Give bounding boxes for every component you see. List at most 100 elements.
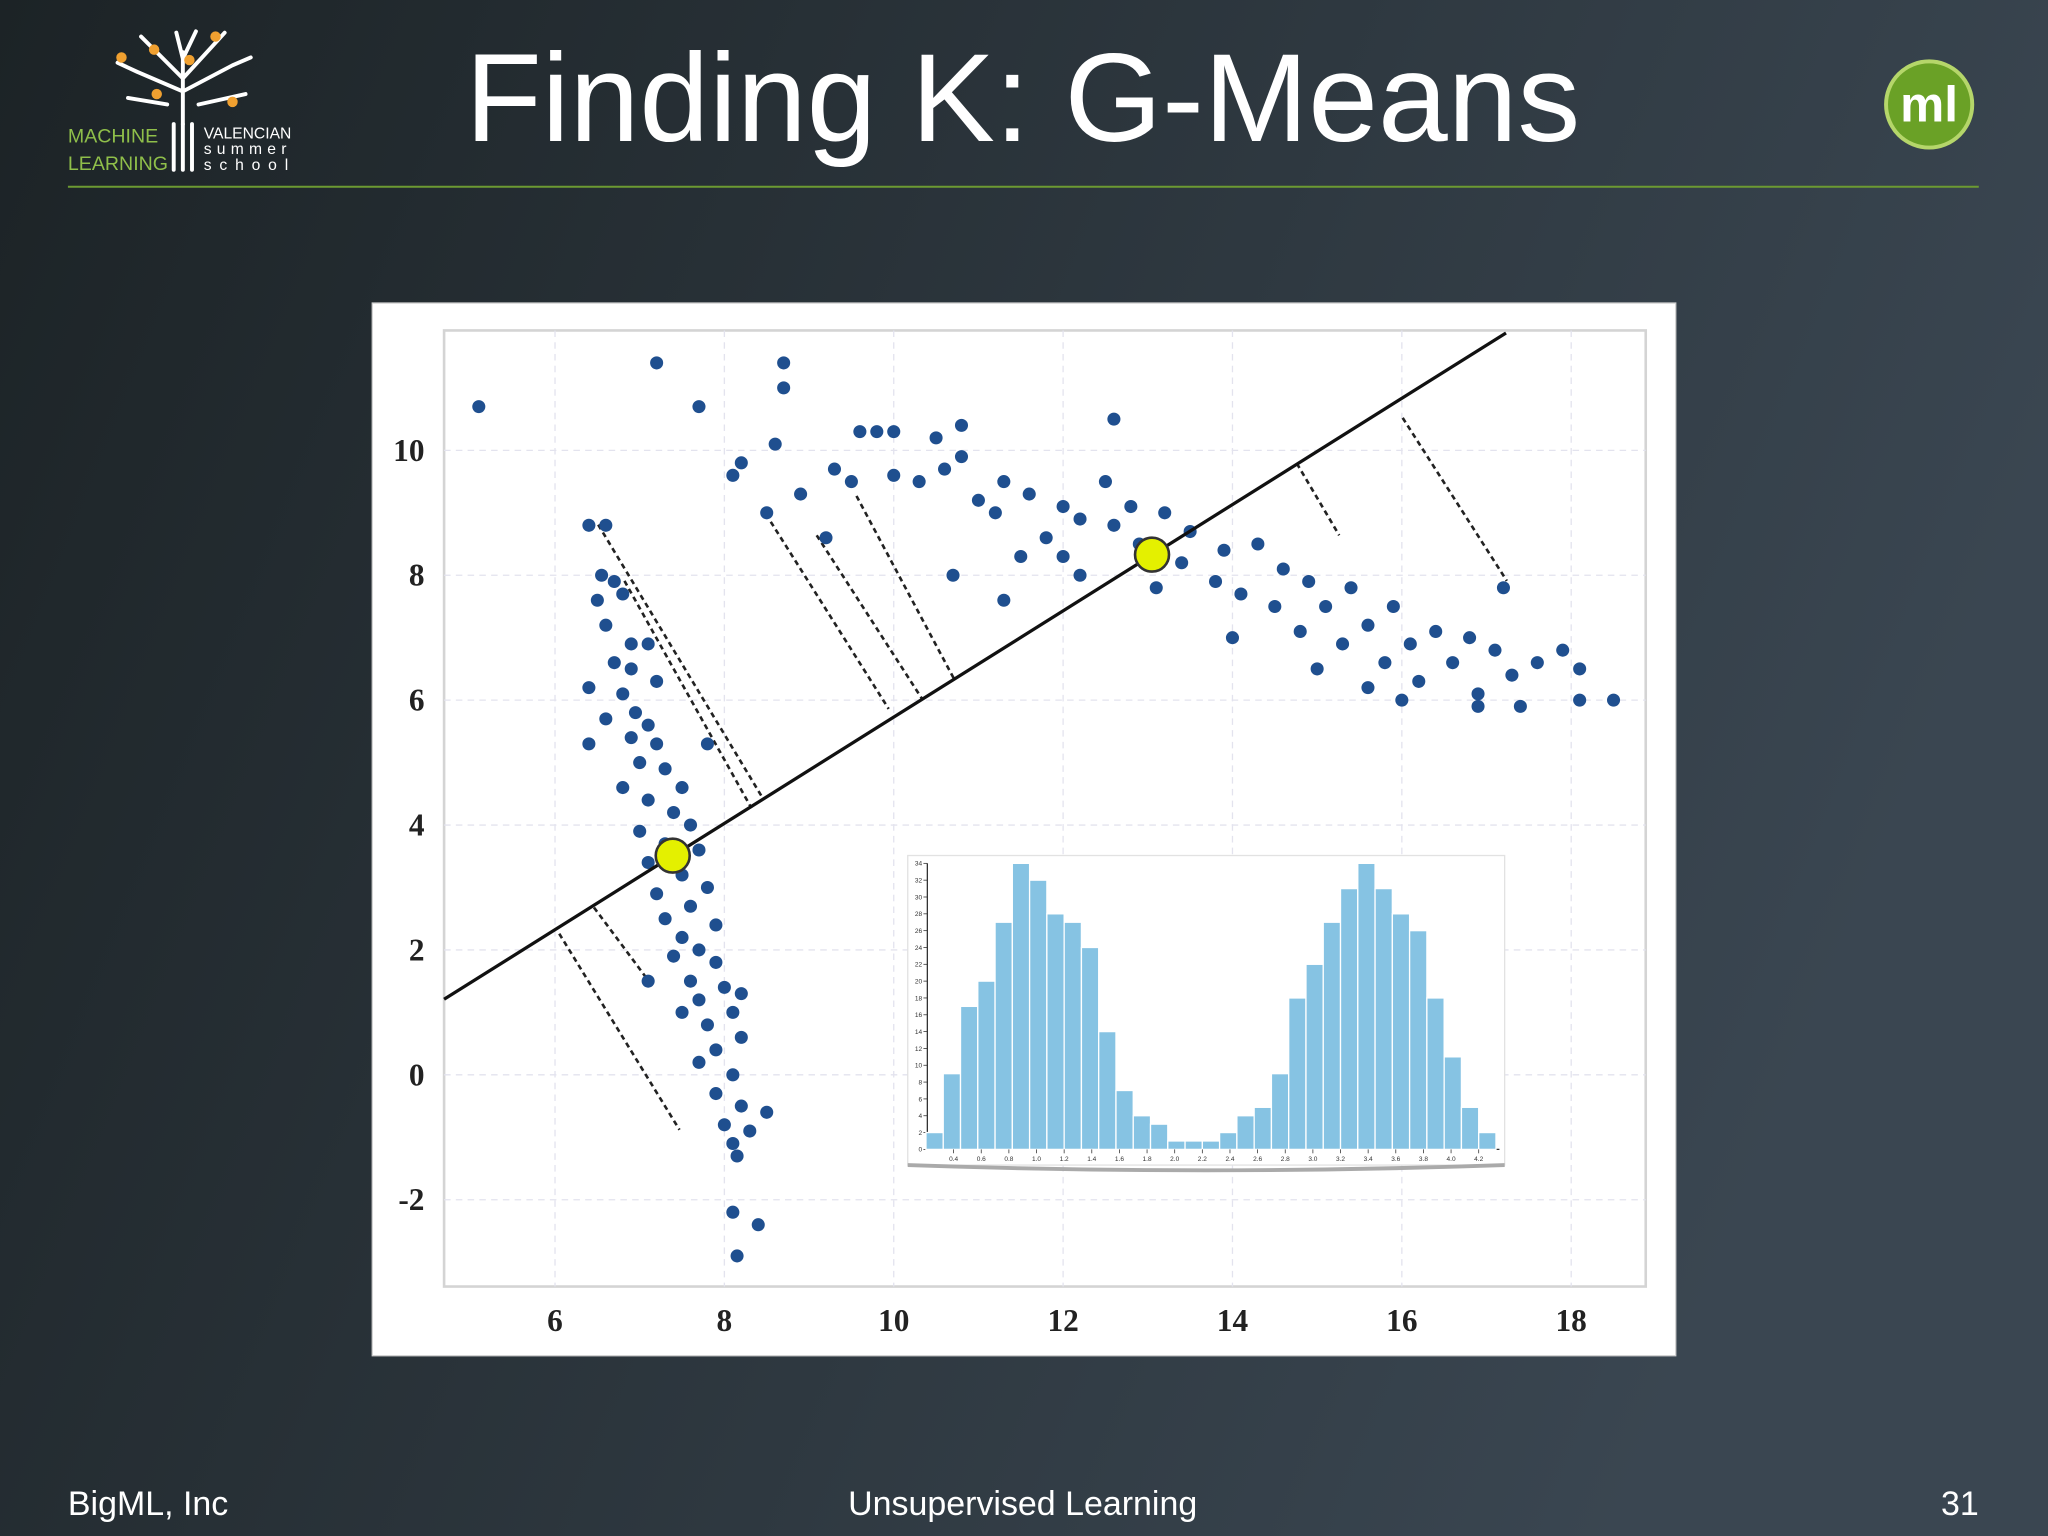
data-point: [734, 1099, 748, 1113]
histogram-bar: [1357, 862, 1376, 1151]
x-tick-label: 4.0: [1447, 1156, 1456, 1163]
y-tick-label: 4: [409, 807, 425, 842]
data-point: [599, 518, 613, 532]
data-point: [1107, 412, 1121, 426]
data-point: [988, 506, 1002, 520]
data-point: [954, 450, 969, 464]
projection-line: [855, 495, 956, 681]
data-point: [1293, 624, 1307, 638]
data-point: [1556, 643, 1570, 657]
data-point: [827, 462, 841, 476]
data-point: [633, 756, 647, 770]
histogram-bar: [977, 980, 996, 1151]
data-point: [1014, 549, 1028, 564]
histogram-bar: [1063, 921, 1083, 1151]
data-point: [675, 781, 689, 795]
data-point: [1319, 599, 1333, 614]
data-point: [616, 587, 630, 601]
data-point: [1429, 624, 1443, 638]
data-point: [1217, 543, 1231, 557]
data-point: [607, 574, 621, 589]
data-point: [1378, 656, 1392, 670]
data-point: [692, 843, 706, 857]
x-tick-label: 10: [878, 1303, 909, 1338]
data-point: [1268, 599, 1282, 614]
data-point: [1488, 643, 1502, 657]
data-point: [1361, 681, 1375, 695]
data-point: [1344, 581, 1358, 595]
data-point: [683, 899, 698, 913]
x-tick-label: 12: [1047, 1303, 1078, 1338]
y-tick-label: 26: [915, 928, 923, 935]
data-point: [607, 656, 621, 670]
data-point: [743, 1124, 757, 1138]
data-point: [650, 887, 664, 901]
data-point: [1225, 631, 1239, 645]
data-point: [692, 943, 706, 957]
y-tick-label: 22: [915, 962, 923, 969]
data-point: [628, 706, 642, 720]
data-point: [1361, 618, 1375, 632]
slide-title: Finding K: G-Means: [465, 27, 1580, 168]
y-tick-label: 16: [915, 1012, 923, 1019]
histogram-bar: [925, 1131, 944, 1151]
data-point: [692, 400, 706, 414]
data-point: [1471, 699, 1485, 713]
y-tick-label: 14: [915, 1029, 923, 1036]
data-point: [692, 993, 706, 1007]
y-tick-label: 12: [915, 1046, 923, 1053]
data-point: [1530, 656, 1544, 670]
data-point: [683, 974, 698, 988]
data-point: [734, 987, 748, 1001]
data-point: [624, 637, 638, 651]
data-point: [1395, 693, 1409, 707]
x-tick-label: 14: [1217, 1303, 1249, 1338]
data-point: [853, 425, 867, 439]
data-point: [700, 737, 714, 751]
histogram-bar: [1288, 997, 1307, 1151]
x-tick-label: 1.0: [1032, 1156, 1041, 1163]
x-tick-label: 3.2: [1336, 1156, 1345, 1163]
histogram-bar: [959, 1005, 979, 1151]
data-point: [997, 593, 1011, 607]
histogram-bar: [1339, 887, 1359, 1151]
data-point: [595, 568, 609, 582]
x-tick-label: 2.4: [1225, 1156, 1234, 1163]
data-point: [472, 400, 486, 414]
x-tick-label: 1.6: [1115, 1156, 1124, 1163]
y-tick-label: -2: [398, 1182, 424, 1217]
histogram-bar: [1132, 1115, 1152, 1151]
histogram-bar: [1011, 862, 1031, 1151]
data-point: [912, 475, 926, 489]
histogram-bar: [1218, 1131, 1238, 1151]
centroid: [654, 837, 692, 874]
data-point: [700, 1018, 714, 1032]
projection-line: [815, 534, 923, 699]
data-point: [650, 737, 664, 751]
x-tick-label: 8: [717, 1303, 733, 1338]
y-tick-label: 8: [409, 558, 425, 593]
data-point: [726, 1205, 740, 1219]
y-tick-label: 8: [918, 1079, 922, 1086]
histogram-bar: [1098, 1030, 1117, 1151]
histogram-bar: [1460, 1106, 1480, 1151]
projection-line: [623, 580, 753, 809]
data-point: [1463, 631, 1477, 645]
projection-line: [592, 906, 648, 979]
data-point: [709, 1087, 723, 1101]
x-tick-label: 0.4: [949, 1156, 958, 1163]
histogram-bar: [1443, 1056, 1463, 1151]
y-tick-label: 18: [915, 995, 923, 1002]
histogram-bar: [1426, 997, 1445, 1151]
page-number: 31: [1941, 1485, 1979, 1523]
data-point: [1505, 668, 1519, 682]
data-point: [717, 980, 731, 994]
data-point: [726, 1068, 740, 1082]
projection-line: [558, 933, 681, 1131]
data-point: [777, 381, 791, 395]
logo-left: MACHINE LEARNING VALENCIAN summer school: [68, 29, 291, 175]
data-point: [938, 462, 952, 476]
x-tick-label: 3.4: [1364, 1156, 1373, 1163]
data-point: [726, 468, 740, 482]
data-point: [1310, 662, 1324, 676]
